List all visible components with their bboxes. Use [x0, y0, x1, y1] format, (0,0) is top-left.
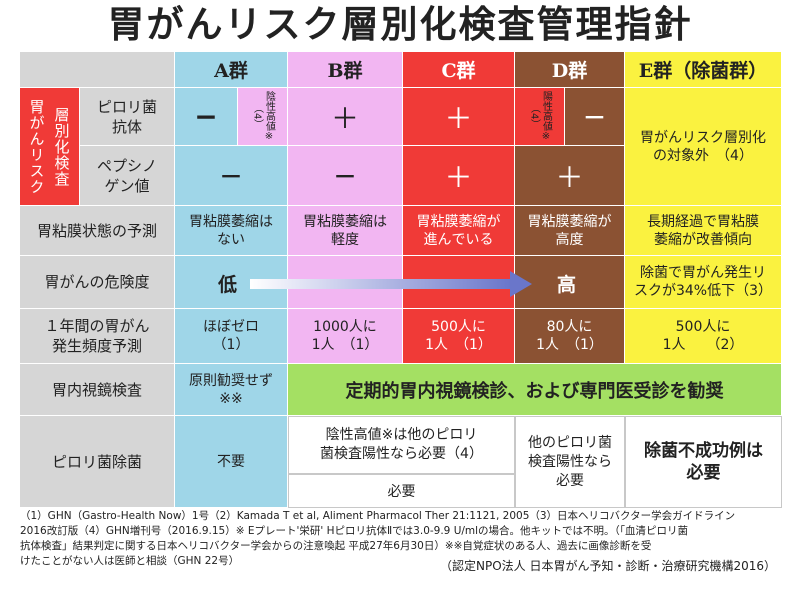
pepsinogen-c: ＋ — [403, 146, 515, 206]
pylori-a: − — [175, 88, 238, 146]
eradication-bc-bottom: 必要 — [288, 474, 515, 508]
label-endoscopy: 胃内視鏡検査 — [20, 364, 175, 416]
risk-arrowhead-icon — [510, 271, 532, 297]
eradication-a: 不要 — [175, 416, 288, 508]
risk-e: 除菌で胃がん発生リ スクが34%低下（3） — [625, 256, 782, 309]
label-annual-incidence: １年間の胃がん 発生頻度予測 — [20, 309, 175, 364]
label-pepsinogen-text: ペプシノ ゲン値 — [96, 156, 157, 195]
footnote-line-1: （1）GHN（Gastro-Health Now）1号（2）Kamada T e… — [20, 510, 736, 522]
mucosa-b: 胃粘膜萎縮は 軽度 — [288, 206, 403, 256]
endoscopy-recommendation: 定期的胃内視鏡検診、および専門医受診を勧奨 — [288, 364, 782, 416]
header-group-a: A群 — [175, 52, 288, 88]
risk-gradient-arrow — [250, 279, 510, 289]
header-group-d: D群 — [515, 52, 625, 88]
incidence-b: 1000人に 1人 （1） — [288, 309, 403, 364]
pylori-c: ＋ — [403, 88, 515, 146]
eradication-d: 他のピロリ菌 検査陽性なら 必要 — [515, 416, 625, 508]
label-mucosa-prediction: 胃粘膜状態の予測 — [20, 206, 175, 256]
incidence-c: 500人に 1人 （1） — [403, 309, 515, 364]
footnote-line-3: 抗体検査」結果判定に関する日本ヘリコバクター学会からの注意喚起 平成27年6月3… — [20, 540, 652, 552]
risk-high-label: 高 — [557, 274, 577, 296]
header-group-e: E群（除菌群） — [625, 52, 782, 88]
eradication-bc-top: 陰性高値※は他のピロリ 菌検査陽性なら必要（4） — [288, 416, 515, 474]
eradication-e: 除菌不成功例は 必要 — [625, 416, 782, 508]
vertical-label-b: 層別化検査 — [52, 106, 71, 187]
vertical-label-a: 胃がんリスク — [27, 98, 46, 195]
pylori-d: − — [565, 88, 625, 146]
risk-low-label: 低 — [218, 274, 238, 296]
source-credit: （認定NPO法人 日本胃がん予知・診断・治療研究機構2016） — [439, 559, 776, 573]
label-pylori-antibody: ピロリ菌 抗体 — [80, 88, 175, 146]
header-corner — [20, 52, 175, 88]
pylori-d-note-text: 陽性高値※（4） — [528, 91, 552, 142]
pepsinogen-b: − — [288, 146, 403, 206]
incidence-d: 80人に 1人 （1） — [515, 309, 625, 364]
label-pepsinogen: ペプシノ ゲン値 — [80, 146, 175, 206]
incidence-e: 500人に 1人 （2） — [625, 309, 782, 364]
incidence-a: ほぼゼロ （1） — [175, 309, 288, 364]
pepsinogen-a: − — [175, 146, 288, 206]
header-group-c: C群 — [403, 52, 515, 88]
risk-stratification-label: 胃がんリスク 層別化検査 — [20, 88, 80, 206]
label-cancer-risk: 胃がんの危険度 — [20, 256, 175, 309]
mucosa-a: 胃粘膜萎縮は ない — [175, 206, 288, 256]
footnote-line-4: けたことがない人は医師と相談（GHN 22号） — [20, 555, 240, 567]
pylori-e: 胃がんリスク層別化 の対象外 （4） — [625, 88, 782, 206]
header-group-b: B群 — [288, 52, 403, 88]
pylori-a-note: 陰性高値※（4） — [238, 88, 288, 146]
pylori-b: ＋ — [288, 88, 403, 146]
pylori-d-note: 陽性高値※（4） — [515, 88, 565, 146]
pylori-a-note-text: 陰性高値※（4） — [251, 91, 275, 142]
endoscopy-a: 原則勧奨せず ※※ — [175, 364, 288, 416]
footnote-line-2: 2016改訂版（4）GHN増刊号（2016.9.15）※ Eプレート'栄研' H… — [20, 525, 689, 537]
label-pylori-antibody-text: ピロリ菌 抗体 — [96, 97, 157, 136]
label-eradication: ピロリ菌除菌 — [20, 416, 175, 508]
mucosa-e: 長期経過で胃粘膜 萎縮が改善傾向 — [625, 206, 782, 256]
mucosa-d: 胃粘膜萎縮が 高度 — [515, 206, 625, 256]
mucosa-c: 胃粘膜萎縮が 進んでいる — [403, 206, 515, 256]
risk-d — [515, 256, 625, 309]
page-title: 胃がんリスク層別化検査管理指針 — [107, 3, 693, 46]
footnotes: （1）GHN（Gastro-Health Now）1号（2）Kamada T e… — [20, 509, 790, 569]
pepsinogen-d: ＋ — [515, 146, 625, 206]
